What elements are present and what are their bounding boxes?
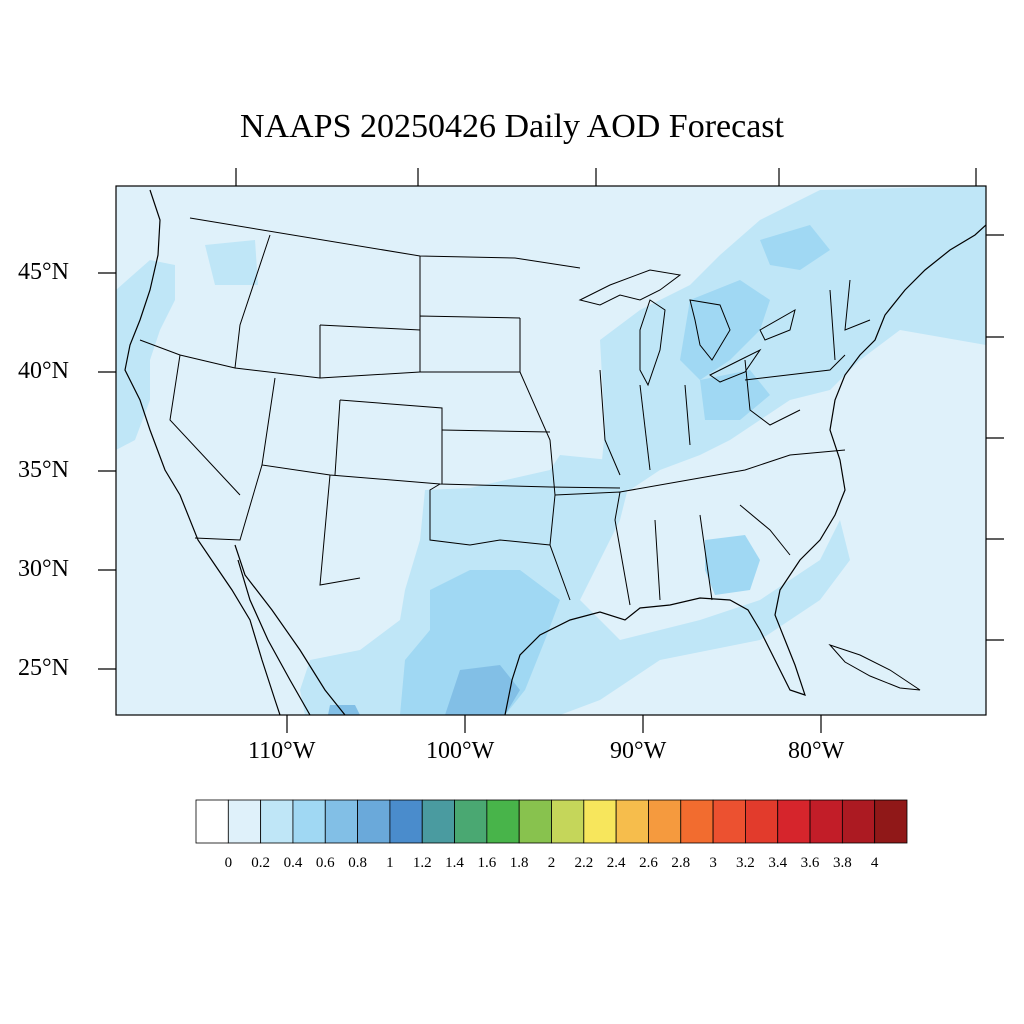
colorbar-tick-label: 2.6 <box>639 855 658 871</box>
colorbar-swatch <box>260 799 294 844</box>
colorbar-tick-label: 0 <box>224 855 233 871</box>
lon-label-110w: 110°W <box>248 738 316 764</box>
colorbar-swatch <box>745 799 779 844</box>
colorbar-swatch <box>227 799 262 844</box>
colorbar-tick-label: 0.6 <box>315 855 335 871</box>
colorbar-tick-label: 1.2 <box>412 855 432 871</box>
map-ticks <box>98 168 1004 733</box>
lat-label-25n: 25°N <box>18 655 69 681</box>
colorbar-swatch <box>292 799 326 844</box>
colorbar-swatch <box>648 799 682 844</box>
colorbar-swatch <box>583 799 617 844</box>
colorbar-swatch <box>357 799 391 844</box>
lon-label-100w: 100°W <box>426 738 495 764</box>
colorbar-swatch <box>841 799 876 844</box>
aod-shading <box>116 186 986 715</box>
colorbar-swatch <box>195 799 229 844</box>
lon-label-80w: 80°W <box>788 738 845 764</box>
lat-label-35n: 35°N <box>18 457 69 483</box>
colorbar-tick-label: 0.4 <box>283 855 303 871</box>
colorbar-tick-label: 2.2 <box>574 855 594 871</box>
colorbar-swatch <box>389 799 423 844</box>
colorbar-tick-label: 3.6 <box>800 855 820 871</box>
colorbar-tick-label: 3.2 <box>736 855 755 871</box>
colorbar-tick-label: 3.4 <box>768 855 788 871</box>
colorbar-swatch <box>874 799 908 844</box>
colorbar-swatch <box>551 799 585 844</box>
colorbar-swatch <box>486 799 520 844</box>
colorbar-swatch <box>518 799 552 844</box>
colorbar-swatch <box>809 799 843 844</box>
lon-label-90w: 90°W <box>610 738 667 764</box>
map-title: NAAPS 20250426 Daily AOD Forecast <box>240 108 784 145</box>
lat-label-40n: 40°N <box>18 358 69 384</box>
colorbar-tick-label: 0.8 <box>348 855 367 871</box>
colorbar-tick-label: 1.8 <box>509 855 529 871</box>
colorbar-tick-label: 2.4 <box>606 855 626 871</box>
lat-label-45n: 45°N <box>18 259 69 285</box>
map-outlines <box>124 189 986 715</box>
colorbar-tick-label: 1.6 <box>477 855 497 871</box>
colorbar-tick-label: 1.4 <box>445 855 464 871</box>
colorbar-tick-label: 2.8 <box>671 855 691 871</box>
colorbar-swatch <box>680 799 714 844</box>
colorbar-swatch <box>454 799 488 844</box>
colorbar-swatch <box>324 799 358 844</box>
colorbar-tick-label: 3.8 <box>832 855 852 871</box>
colorbar-swatch <box>712 799 746 844</box>
colorbar-swatch <box>777 799 811 844</box>
colorbar-tick-label: 0.2 <box>251 855 270 871</box>
colorbar-tick-label: 1 <box>386 855 394 871</box>
colorbar <box>195 799 908 844</box>
map-frame <box>115 185 987 716</box>
colorbar-tick-label: 2 <box>547 855 556 871</box>
colorbar-swatch <box>421 799 455 844</box>
colorbar-tick-label: 4 <box>870 855 879 871</box>
colorbar-swatch <box>615 799 649 844</box>
colorbar-tick-label: 3 <box>709 855 717 871</box>
lat-label-30n: 30°N <box>18 556 69 582</box>
